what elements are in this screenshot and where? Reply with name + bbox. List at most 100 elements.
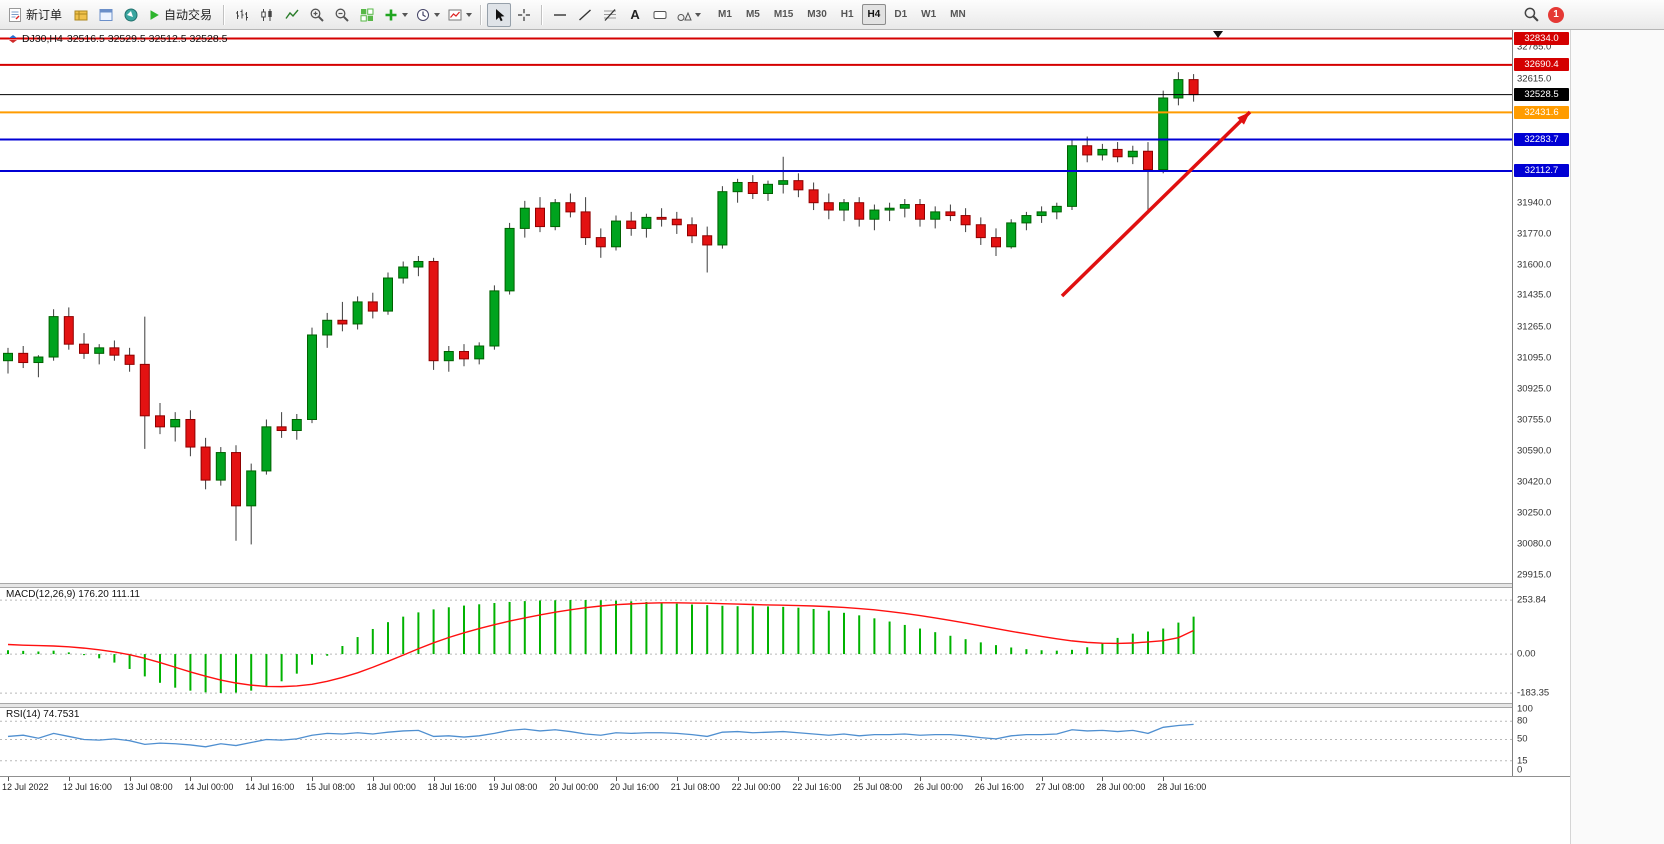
macd-histogram bbox=[7, 600, 1195, 694]
fibonacci-button[interactable] bbox=[598, 3, 622, 27]
symbol-timeframe-label: DJ30,H4 bbox=[22, 33, 63, 45]
time-axis-label: 18 Jul 16:00 bbox=[427, 782, 477, 792]
time-axis-tick bbox=[312, 777, 313, 781]
periods-button[interactable] bbox=[412, 3, 443, 27]
horizontal-line-button[interactable] bbox=[548, 3, 572, 27]
trend-arrow[interactable] bbox=[1060, 110, 1252, 298]
new-order-button[interactable]: 新订单 bbox=[4, 3, 68, 27]
price-axis-label: 80 bbox=[1517, 715, 1528, 727]
zoom-in-button[interactable] bbox=[305, 3, 329, 27]
data-window-button[interactable] bbox=[94, 3, 118, 27]
price-axis-label: 31435.0 bbox=[1517, 289, 1552, 301]
timeframe-button-h4[interactable]: H4 bbox=[861, 4, 887, 25]
timeframe-button-m1[interactable]: M1 bbox=[718, 9, 732, 20]
crosshair-button[interactable] bbox=[512, 3, 536, 27]
time-axis-label: 28 Jul 00:00 bbox=[1096, 782, 1146, 792]
time-axis-tick bbox=[920, 777, 921, 781]
timeframe-group: M1 M5 M15 M30 H1 H4 D1 W1 MN bbox=[711, 4, 973, 25]
bar-chart-icon bbox=[236, 9, 249, 20]
price-axis-label: 100 bbox=[1517, 703, 1533, 715]
text-tool-button[interactable]: A bbox=[623, 3, 647, 27]
indicator-level-lines bbox=[0, 599, 1512, 762]
time-axis-tick bbox=[1163, 777, 1165, 781]
toolbar-separator bbox=[541, 4, 544, 25]
cursor-button[interactable] bbox=[487, 2, 512, 27]
time-axis-tick bbox=[1102, 777, 1104, 781]
shapes-icon bbox=[677, 11, 692, 21]
time-axis-label: 14 Jul 16:00 bbox=[245, 782, 295, 792]
rsi-value: 74.7531 bbox=[43, 709, 80, 720]
time-axis-tick bbox=[494, 777, 496, 781]
indicators-button[interactable] bbox=[380, 3, 411, 27]
horizontal-levels[interactable] bbox=[0, 37, 1512, 172]
price-axis-label: 31095.0 bbox=[1517, 352, 1552, 364]
time-axis-label: 25 Jul 08:00 bbox=[853, 782, 903, 792]
time-axis-tick bbox=[372, 777, 374, 781]
timeframe-button-d1[interactable]: D1 bbox=[894, 9, 908, 20]
price-axis[interactable]: 32785.0 32615.0 31940.0 31770.0 31600.0 31435… bbox=[1512, 30, 1571, 776]
tile-windows-button[interactable] bbox=[355, 3, 379, 27]
time-axis-label: 27 Jul 08:00 bbox=[1035, 782, 1085, 792]
bar-chart-button[interactable] bbox=[230, 3, 254, 27]
label-tool-button[interactable] bbox=[648, 3, 672, 27]
trendline-button[interactable] bbox=[573, 3, 597, 27]
zoom-out-icon bbox=[335, 8, 349, 22]
shapes-button[interactable] bbox=[673, 3, 704, 27]
price-level-badge: 32283.7 bbox=[1514, 133, 1569, 147]
time-axis-tick bbox=[433, 777, 435, 781]
time-axis-label: 13 Jul 08:00 bbox=[123, 782, 173, 792]
search-icon[interactable] bbox=[1523, 6, 1540, 23]
price-axis-label: 31265.0 bbox=[1517, 321, 1552, 333]
timeframe-button-h1[interactable]: H1 bbox=[840, 9, 854, 20]
price-axis-label: 30590.0 bbox=[1517, 445, 1552, 457]
time-axis-tick bbox=[1041, 777, 1043, 781]
rsi-indicator-label: RSI(14) 74.7531 bbox=[6, 709, 79, 720]
auto-trading-button[interactable]: 自动交易 bbox=[144, 3, 218, 27]
rsi-line bbox=[7, 723, 1194, 748]
price-level-badge: 32834.0 bbox=[1514, 31, 1569, 45]
notification-badge[interactable]: 1 bbox=[1548, 6, 1564, 23]
time-axis[interactable]: 12 Jul 2022 12 Jul 16:00 13 Jul 08:00 14 Ju… bbox=[0, 776, 1570, 797]
candlestick-chart-icon bbox=[261, 8, 272, 21]
crosshair-icon bbox=[518, 8, 531, 21]
pane-splitter-macd[interactable] bbox=[0, 583, 1570, 588]
right-gutter bbox=[1570, 30, 1664, 844]
timeframe-button-m30[interactable]: M30 bbox=[807, 9, 827, 20]
symbol-ohlc-values: 32516.5 32529.5 32512.5 32528.5 bbox=[66, 33, 228, 45]
chevron-down-icon bbox=[695, 12, 702, 17]
navigator-button[interactable] bbox=[119, 3, 143, 27]
price-axis-label: 0.00 bbox=[1517, 648, 1536, 660]
one-click-trading-toggle[interactable] bbox=[8, 34, 18, 44]
price-level-badge: 32690.4 bbox=[1514, 58, 1569, 72]
templates-button[interactable] bbox=[444, 3, 475, 27]
symbol-info: DJ30,H4 32516.5 32529.5 32512.5 32528.5 bbox=[8, 33, 227, 45]
line-chart-button[interactable] bbox=[280, 3, 304, 27]
auto-trading-icon bbox=[150, 9, 159, 20]
market-watch-button[interactable] bbox=[69, 3, 93, 27]
timeframe-button-w1[interactable]: W1 bbox=[921, 9, 937, 20]
timeframe-button-mn[interactable]: MN bbox=[950, 9, 966, 20]
time-axis-label: 26 Jul 00:00 bbox=[914, 782, 964, 792]
price-axis-label: 0 bbox=[1517, 764, 1523, 776]
time-axis-tick bbox=[676, 777, 678, 781]
time-axis-tick bbox=[555, 777, 557, 781]
time-axis-label: 26 Jul 16:00 bbox=[974, 782, 1024, 792]
time-axis-label: 14 Jul 00:00 bbox=[184, 782, 234, 792]
rsi-name: RSI(14) bbox=[6, 709, 41, 720]
time-axis-tick bbox=[737, 777, 739, 781]
timeframe-button-m15[interactable]: M15 bbox=[773, 9, 794, 20]
zoom-out-button[interactable] bbox=[330, 3, 354, 27]
zoom-in-icon bbox=[310, 8, 324, 22]
price-axis-label: 30080.0 bbox=[1517, 538, 1552, 550]
candlestick-chart-button[interactable] bbox=[255, 3, 279, 27]
chart-shift-marker[interactable] bbox=[1213, 31, 1223, 38]
new-order-icon bbox=[9, 7, 21, 22]
price-axis-label: 30755.0 bbox=[1517, 414, 1552, 426]
price-axis-label: 31600.0 bbox=[1517, 259, 1552, 271]
pane-splitter-rsi[interactable] bbox=[0, 703, 1570, 708]
horizontal-line-icon bbox=[554, 13, 567, 16]
price-axis-label: 30925.0 bbox=[1517, 383, 1552, 395]
timeframe-button-m5[interactable]: M5 bbox=[745, 9, 760, 20]
macd-indicator-label: MACD(12,26,9) 176.20 111.11 bbox=[6, 589, 140, 600]
